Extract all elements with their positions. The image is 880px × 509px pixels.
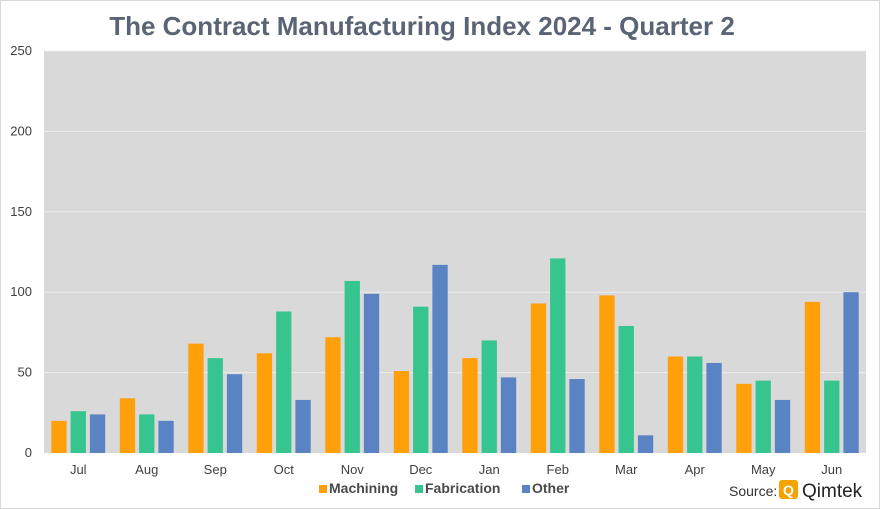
bar-fabrication-jun — [824, 380, 840, 453]
bar-other-apr — [706, 362, 722, 453]
bar-machining-nov — [325, 337, 341, 453]
qimtek-logo-icon — [779, 480, 798, 499]
bar-machining-feb — [530, 303, 547, 453]
bar-machining-jan — [462, 358, 478, 453]
bar-machining-dec — [393, 370, 410, 453]
bar-other-nov — [363, 293, 380, 453]
x-tick-label: Jan — [479, 462, 500, 477]
bar-other-jul — [89, 414, 106, 453]
bar-machining-oct — [256, 353, 273, 453]
bar-other-jan — [500, 377, 517, 453]
y-tick-label: 50 — [18, 365, 32, 380]
bar-fabrication-feb — [550, 258, 566, 453]
bar-other-aug — [158, 420, 174, 453]
legend-swatch-fabrication — [415, 485, 423, 493]
x-tick-label: Jun — [821, 462, 842, 477]
x-tick-label: Apr — [685, 462, 706, 477]
legend-swatch-other — [522, 485, 530, 493]
x-tick-label: Oct — [274, 462, 295, 477]
bar-machining-jun — [804, 301, 821, 453]
y-tick-label: 200 — [10, 123, 32, 138]
x-axis: Jul Aug Sep Oct Nov Dec Jan Feb Mar Apr May Jun — [70, 462, 842, 477]
bar-fabrication-nov — [344, 280, 360, 453]
y-tick-label: 100 — [10, 284, 32, 299]
bar-fabrication-may — [755, 380, 771, 453]
bar-other-oct — [295, 399, 311, 453]
bar-fabrication-aug — [139, 414, 155, 453]
legend-label-fabrication: Fabrication — [425, 480, 500, 496]
bar-fabrication-apr — [687, 356, 703, 453]
y-tick-label: 0 — [25, 445, 32, 460]
bar-fabrication-sep — [207, 358, 223, 453]
gridlines — [44, 50, 866, 374]
qimtek-brand-name: Qimtek — [802, 481, 863, 502]
bar-fabrication-jul — [70, 411, 86, 453]
bar-machining-sep — [188, 343, 204, 453]
y-axis: 0 50 100 150 200 250 — [10, 43, 32, 460]
chart-title: The Contract Manufacturing Index 2024 - … — [109, 11, 735, 41]
x-tick-label: Sep — [204, 462, 227, 477]
bar-other-sep — [226, 374, 243, 453]
bars — [51, 258, 859, 453]
bar-fabrication-oct — [276, 311, 292, 453]
legend-label-other: Other — [532, 480, 570, 496]
y-tick-label: 250 — [10, 43, 32, 58]
bar-other-feb — [569, 379, 585, 453]
bar-fabrication-mar — [618, 325, 634, 453]
bar-other-mar — [637, 435, 654, 453]
x-tick-label: Aug — [135, 462, 158, 477]
bar-machining-jul — [51, 420, 67, 453]
bar-fabrication-dec — [413, 306, 429, 453]
plot-area — [44, 51, 866, 453]
bar-machining-may — [736, 383, 752, 453]
bar-fabrication-jan — [481, 340, 497, 453]
bar-other-may — [774, 399, 791, 453]
bar-other-jun — [843, 292, 859, 453]
x-tick-label: May — [751, 462, 776, 477]
legend: Machining Fabrication Other — [319, 480, 570, 496]
bar-machining-apr — [667, 356, 684, 453]
x-tick-label: Dec — [409, 462, 433, 477]
bar-other-dec — [432, 264, 448, 453]
x-tick-label: Mar — [615, 462, 638, 477]
qimtek-logo-letter: Q — [783, 482, 794, 498]
bar-machining-aug — [119, 398, 136, 453]
x-tick-label: Nov — [341, 462, 365, 477]
x-tick-label: Jul — [70, 462, 87, 477]
source-label: Source: — [729, 483, 777, 499]
x-tick-label: Feb — [547, 462, 569, 477]
source-attribution: Source: Q Qimtek — [729, 480, 863, 502]
legend-label-machining: Machining — [329, 480, 398, 496]
y-tick-label: 150 — [10, 204, 32, 219]
bar-machining-mar — [599, 295, 615, 453]
legend-swatch-machining — [319, 485, 327, 493]
